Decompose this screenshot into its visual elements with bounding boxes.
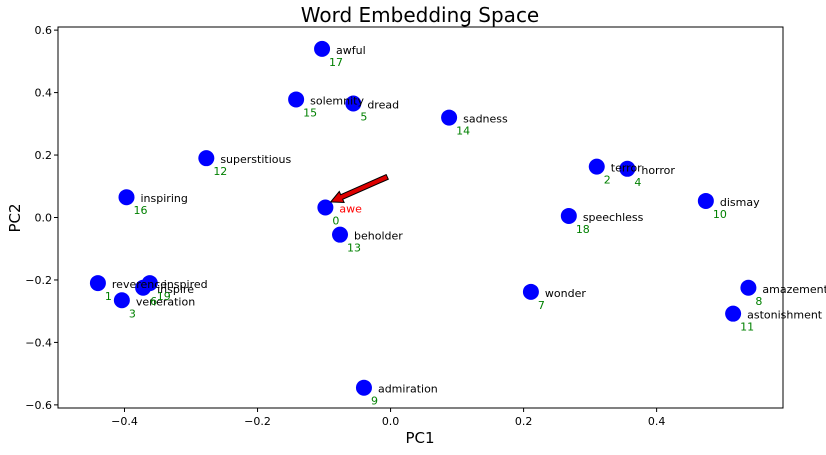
plot-area: −0.4 −0.2 0.0 0.2 0.4 −0.6 −0.4 −0.2 0.0 0.2 0.4 0.… (25, 24, 826, 428)
data-point (314, 40, 331, 57)
point-index-label: 8 (755, 295, 762, 308)
y-tick-label: 0.4 (35, 87, 53, 100)
point-index-label: 19 (157, 290, 171, 303)
point-word-label: beholder (354, 230, 403, 243)
point-index-label: 4 (634, 176, 641, 189)
x-tick-label: −0.4 (111, 415, 138, 428)
y-tick-label: −0.2 (25, 274, 52, 287)
data-point (345, 95, 362, 112)
x-tick-label: 0.4 (648, 415, 666, 428)
y-tick-label: 0.2 (35, 149, 53, 162)
point-index-label: 11 (740, 321, 754, 334)
point-word-label: inspire (157, 283, 194, 296)
point-index-label: 0 (332, 215, 339, 228)
point-word-label: reverence (112, 278, 167, 291)
data-point (113, 292, 130, 309)
y-tick-label: 0.6 (35, 24, 53, 37)
data-point (355, 379, 372, 396)
data-point (288, 91, 305, 108)
x-tick-label: 0.2 (515, 415, 533, 428)
point-word-label: inspiring (141, 192, 188, 205)
point-word-label: superstitious (220, 153, 291, 166)
data-point (619, 160, 636, 177)
point-index-label: 3 (129, 307, 136, 320)
data-point (118, 189, 135, 206)
point-word-label: terror (611, 162, 642, 175)
point-word-label: speechless (583, 211, 644, 224)
point-index-label: 15 (303, 106, 317, 119)
data-point (522, 283, 539, 300)
data-point (725, 305, 742, 322)
point-index-label: 10 (713, 208, 727, 221)
point-word-label: wonder (545, 287, 586, 300)
point-index-label: 16 (134, 204, 148, 217)
chart-title: Word Embedding Space (301, 3, 540, 27)
point-index-label: 14 (456, 125, 470, 138)
point-index-label: 12 (213, 165, 227, 178)
data-point (697, 192, 714, 209)
x-tick-label: 0.0 (382, 415, 400, 428)
point-word-label: dread (367, 99, 399, 112)
data-point (198, 150, 215, 167)
data-point (740, 279, 757, 296)
data-point (588, 158, 605, 175)
point-index-label: 17 (329, 56, 343, 69)
plot-frame (57, 26, 784, 409)
data-point (317, 199, 334, 216)
point-index-label: 18 (576, 223, 590, 236)
point-word-label: dismay (720, 196, 760, 209)
data-point (560, 207, 577, 224)
point-word-label: veneration (136, 295, 195, 308)
data-point (332, 226, 349, 243)
point-word-label: awe (339, 203, 362, 216)
data-point (141, 275, 158, 292)
point-index-label: 6 (150, 295, 157, 308)
point-word-label: inspired (164, 278, 208, 291)
point-index-label: 1 (105, 290, 112, 303)
highlight-arrow (329, 173, 389, 204)
point-word-label: solemnity (310, 94, 364, 107)
point-index-label: 13 (347, 242, 361, 255)
data-point (441, 109, 458, 126)
point-index-label: 2 (604, 174, 611, 187)
point-index-label: 5 (360, 111, 367, 124)
point-word-label: horror (641, 164, 675, 177)
x-tick-label: −0.2 (244, 415, 271, 428)
y-tick-label: 0.0 (35, 212, 53, 225)
point-word-label: sadness (463, 113, 508, 126)
point-word-label: awful (336, 44, 366, 57)
point-index-label: 7 (538, 299, 545, 312)
y-tick-label: −0.6 (25, 399, 52, 412)
data-point (89, 275, 106, 292)
point-word-label: amazement (762, 283, 826, 296)
y-axis-label: PC2 (6, 203, 24, 232)
point-index-label: 9 (371, 395, 378, 408)
x-axis-label: PC1 (405, 429, 434, 447)
y-tick-label: −0.4 (25, 336, 52, 349)
point-word-label: astonishment (747, 309, 823, 322)
point-word-label: admiration (378, 383, 438, 396)
